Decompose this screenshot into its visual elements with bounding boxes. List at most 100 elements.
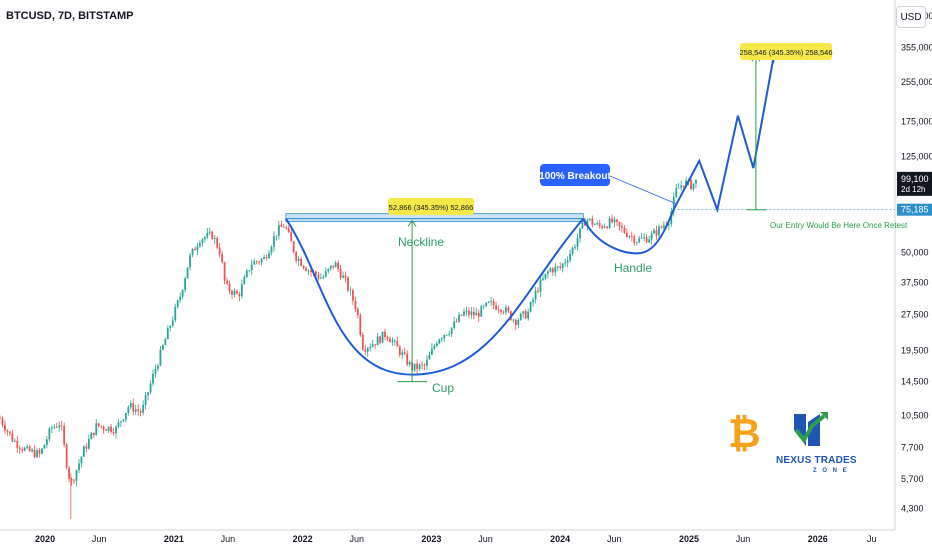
candle-body [157, 365, 159, 370]
candle-body [305, 267, 307, 271]
candle-body [285, 227, 288, 229]
entry-note: Our Entry Would Be Here Once Retest [770, 221, 908, 230]
candle-body [507, 307, 510, 312]
candle-body [537, 290, 539, 292]
candle-body [184, 278, 187, 291]
candle-body [416, 363, 418, 370]
candle-body [440, 338, 443, 340]
candle-body [517, 320, 520, 325]
time-tick-label: 2024 [550, 534, 570, 544]
candle-body [1, 418, 4, 425]
target-label-box [740, 43, 832, 60]
candle-body [324, 271, 327, 277]
candle-body [539, 280, 542, 292]
candle-body [21, 449, 24, 451]
candle-body [8, 431, 11, 434]
candle-body [282, 227, 285, 228]
breakout-callout-label: 100% Breakout [539, 171, 611, 182]
candle-body [472, 311, 475, 316]
candle-body [655, 230, 658, 236]
candle-body [302, 265, 305, 268]
candle-body [569, 253, 572, 261]
candle-body [277, 225, 280, 236]
candle-body [522, 311, 525, 314]
candle-body [95, 423, 98, 436]
candle-body [45, 439, 48, 445]
candle-body [433, 345, 436, 349]
candle-body [73, 480, 75, 482]
candle-body [342, 275, 344, 278]
candle-body [201, 239, 204, 244]
candle-body [273, 236, 275, 247]
candle-body [633, 236, 636, 243]
cup-depth-label: 52,866 (345.35%) 52,866 [389, 203, 474, 212]
price-tick-label: 7,700 [901, 443, 924, 453]
cup-depth-arrow-head [407, 219, 417, 227]
candle-body [374, 344, 377, 346]
candle-body [625, 232, 628, 237]
candle-body [428, 354, 431, 360]
candle-body [221, 254, 224, 263]
candle-body [579, 228, 581, 239]
candle-body [134, 409, 137, 412]
candle-body [255, 261, 258, 262]
handle-curve [582, 209, 675, 255]
candle-body [50, 427, 53, 429]
candle-body [248, 270, 251, 272]
projected-path [672, 55, 775, 214]
candle-body [238, 293, 241, 297]
candle-body [685, 180, 688, 187]
candle-body [443, 335, 446, 339]
candle-body [630, 236, 633, 238]
candle-body [112, 431, 115, 434]
candle-body [576, 238, 579, 247]
candle-body [196, 246, 199, 251]
candle-body [240, 284, 243, 297]
candle-body [287, 228, 290, 233]
candle-body [149, 383, 152, 393]
candle-body [245, 270, 248, 277]
time-tick-label: Jun [736, 534, 751, 544]
candle-body [317, 274, 320, 279]
candle-body [124, 412, 127, 420]
candle-body [258, 261, 261, 263]
candle-body [566, 260, 569, 263]
candle-body [144, 395, 147, 405]
candle-body [231, 291, 233, 295]
candle-body [292, 241, 295, 253]
candle-body [250, 264, 253, 271]
candle-body [83, 446, 85, 457]
candle-body [658, 226, 660, 236]
time-tick-label: Ju [867, 534, 877, 544]
candle-body [551, 268, 554, 273]
candle-body [556, 266, 559, 268]
candle-body [393, 340, 396, 342]
price-tick-label: 27,500 [901, 310, 929, 320]
candle-body [236, 290, 238, 294]
candle-body [70, 478, 73, 481]
candle-body [431, 348, 433, 355]
candle-body [601, 225, 604, 228]
candle-body [199, 243, 201, 247]
candle-body [347, 277, 349, 291]
candle-body [477, 312, 480, 317]
candle-body [349, 290, 352, 291]
candle-body [356, 309, 359, 316]
candle-body [401, 352, 404, 355]
candle-body [23, 447, 26, 451]
time-tick-label: Jun [221, 534, 236, 544]
candle-body [546, 271, 549, 274]
candle-body [97, 423, 100, 427]
candle-body [307, 270, 310, 272]
candle-body [628, 236, 631, 238]
symbol-title[interactable]: BTCUSD, 7D, BITSTAMP [6, 10, 134, 22]
last-price-tag [897, 171, 932, 196]
currency-selector[interactable]: USD [896, 6, 926, 28]
candle-body [31, 449, 33, 452]
candle-body [611, 218, 613, 223]
candle-body [495, 305, 497, 310]
entry-price-tag [897, 203, 932, 216]
candle-body [41, 448, 43, 454]
candle-body [581, 222, 584, 229]
